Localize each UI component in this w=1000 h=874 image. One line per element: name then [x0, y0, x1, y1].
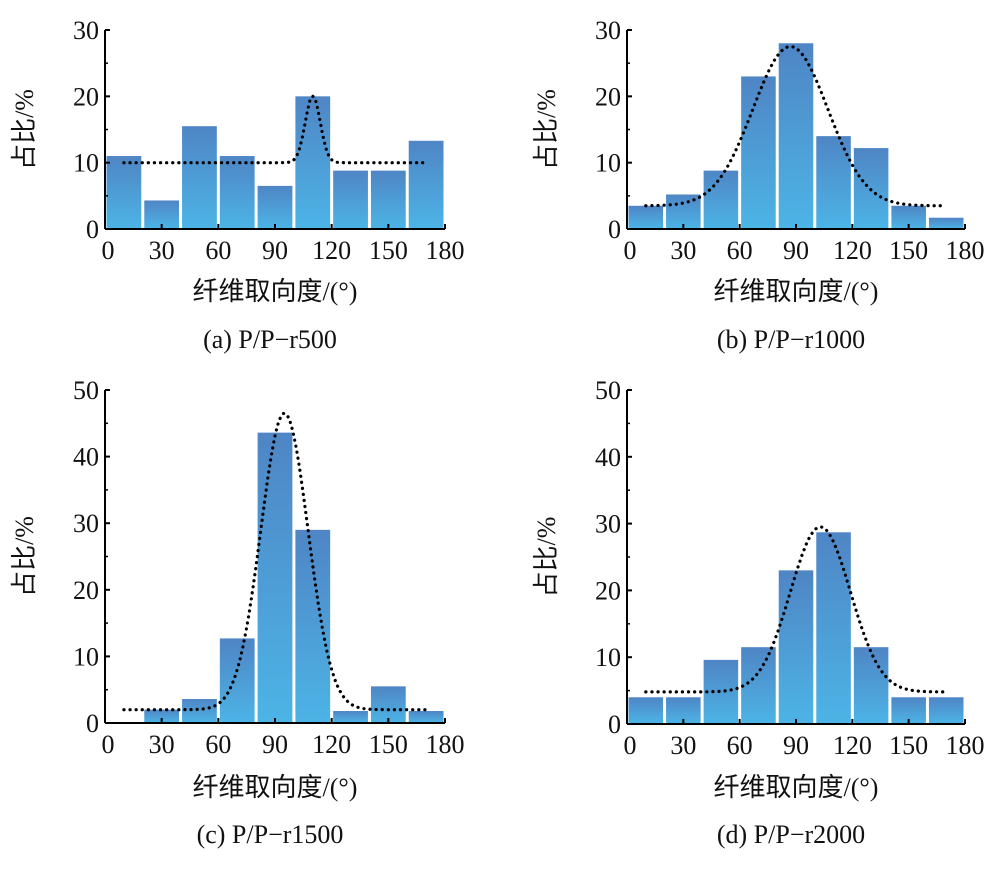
histogram-bar: [853, 647, 889, 724]
panel-caption: (d) P/P−r2000: [717, 820, 865, 849]
x-tick-label: 150: [369, 236, 408, 265]
y-tick-label: 30: [73, 16, 99, 45]
x-tick-label: 90: [262, 730, 288, 759]
x-tick-label: 150: [369, 730, 408, 759]
histogram-bar: [778, 570, 814, 724]
histogram-bar: [816, 532, 851, 724]
histogram-bar: [891, 205, 926, 229]
y-tick-label: 10: [73, 149, 99, 178]
histogram-bar: [408, 711, 444, 723]
x-axis-label: 纤维取向度/(°): [193, 277, 358, 306]
y-tick-label: 20: [73, 576, 99, 605]
histogram-bar: [741, 76, 776, 229]
histogram-bar: [257, 185, 293, 229]
fit-curve: [644, 525, 948, 694]
x-tick-label: 90: [783, 236, 809, 265]
panel-b: 0 10 20 30 0 30 60 90 120 150 180 纤维取向度/(°) 占比/% (b) …: [532, 16, 985, 354]
x-tick-label: 120: [833, 236, 872, 265]
y-tick-label: 50: [595, 376, 621, 405]
x-tick-label: 180: [426, 236, 465, 265]
panel-caption: (c) P/P−r1500: [197, 820, 344, 849]
histogram-bar: [182, 126, 217, 229]
fit-curve: [644, 45, 948, 208]
y-tick-label: 20: [595, 82, 621, 111]
histogram-bar: [928, 697, 964, 724]
histogram-bar: [928, 217, 964, 229]
y-tick-label: 50: [73, 376, 99, 405]
panel-a: 0 10 20 30 0 30 60 90 120 150 180 纤维取向度/(°) 占比/% (a) …: [10, 16, 465, 354]
histogram-bar: [628, 697, 664, 724]
histogram-bar: [182, 699, 217, 723]
x-tick-label: 60: [205, 730, 231, 759]
x-tick-label: 30: [670, 731, 696, 760]
y-tick-label: 20: [595, 576, 621, 605]
histogram-bar: [295, 529, 331, 723]
y-tick-label: 10: [73, 642, 99, 671]
y-tick-label: 40: [595, 443, 621, 472]
y-tick-label: 0: [86, 709, 99, 738]
x-tick-label: 0: [102, 730, 115, 759]
histogram-bar: [778, 43, 814, 230]
y-tick-label: 30: [595, 510, 621, 539]
y-tick-label: 30: [595, 16, 621, 45]
x-axis-label: 纤维取向度/(°): [714, 277, 879, 306]
histogram-bar: [408, 140, 444, 229]
x-tick-label: 120: [312, 730, 351, 759]
histogram-bar: [257, 432, 293, 723]
histogram-bar: [816, 136, 851, 229]
x-tick-label: 30: [670, 236, 696, 265]
histogram-bar: [370, 170, 406, 229]
histogram-bar: [106, 156, 142, 229]
histogram-bar: [628, 205, 664, 229]
x-tick-label: 0: [624, 236, 637, 265]
histogram-bar: [333, 170, 368, 229]
x-tick-label: 90: [783, 731, 809, 760]
panel-d: 0 10 20 30 40 50 0 30 60 90 120 150 180 纤维取向度/(°) 占比/%…: [532, 376, 985, 849]
histogram-bar: [370, 686, 406, 723]
x-tick-label: 180: [946, 731, 985, 760]
fit-curve: [122, 94, 428, 165]
x-tick-label: 120: [312, 236, 351, 265]
x-tick-label: 30: [149, 236, 175, 265]
x-tick-label: 60: [727, 731, 753, 760]
histogram-bar: [703, 659, 739, 724]
y-axis-label: 占比/%: [532, 89, 561, 170]
histogram-bar: [144, 709, 180, 723]
y-tick-label: 10: [595, 643, 621, 672]
x-tick-label: 150: [889, 731, 928, 760]
fit-curve: [122, 411, 428, 712]
y-tick-label: 10: [595, 149, 621, 178]
panel-caption: (b) P/P−r1000: [717, 325, 865, 354]
y-axis-label: 占比/%: [10, 516, 39, 597]
histogram-bar: [333, 711, 368, 723]
x-axis-label: 纤维取向度/(°): [193, 773, 358, 802]
y-axis-label: 占比/%: [10, 89, 39, 170]
histogram-bar: [219, 638, 255, 723]
x-axis-label: 纤维取向度/(°): [714, 773, 879, 802]
y-tick-label: 40: [73, 443, 99, 472]
x-tick-label: 30: [149, 730, 175, 759]
x-tick-label: 60: [727, 236, 753, 265]
panel-c: 0 10 20 30 40 50 0 30 60 90 120 150 180 纤维取向度/(°) 占比/%…: [10, 376, 465, 849]
x-tick-label: 150: [889, 236, 928, 265]
x-tick-label: 60: [205, 236, 231, 265]
y-tick-label: 0: [608, 215, 621, 244]
histogram-bar: [703, 170, 739, 229]
histogram-bar: [219, 156, 255, 229]
x-tick-label: 180: [426, 730, 465, 759]
panel-caption: (a) P/P−r500: [203, 325, 337, 354]
x-tick-label: 90: [262, 236, 288, 265]
x-tick-label: 180: [946, 236, 985, 265]
y-tick-label: 30: [73, 509, 99, 538]
x-tick-label: 120: [833, 731, 872, 760]
y-tick-label: 20: [73, 82, 99, 111]
y-tick-label: 0: [608, 710, 621, 739]
histogram-bar: [741, 647, 776, 724]
histogram-bar: [295, 96, 331, 229]
x-tick-label: 0: [102, 236, 115, 265]
x-tick-label: 0: [624, 731, 637, 760]
y-axis-label: 占比/%: [532, 517, 561, 598]
y-tick-label: 0: [86, 215, 99, 244]
